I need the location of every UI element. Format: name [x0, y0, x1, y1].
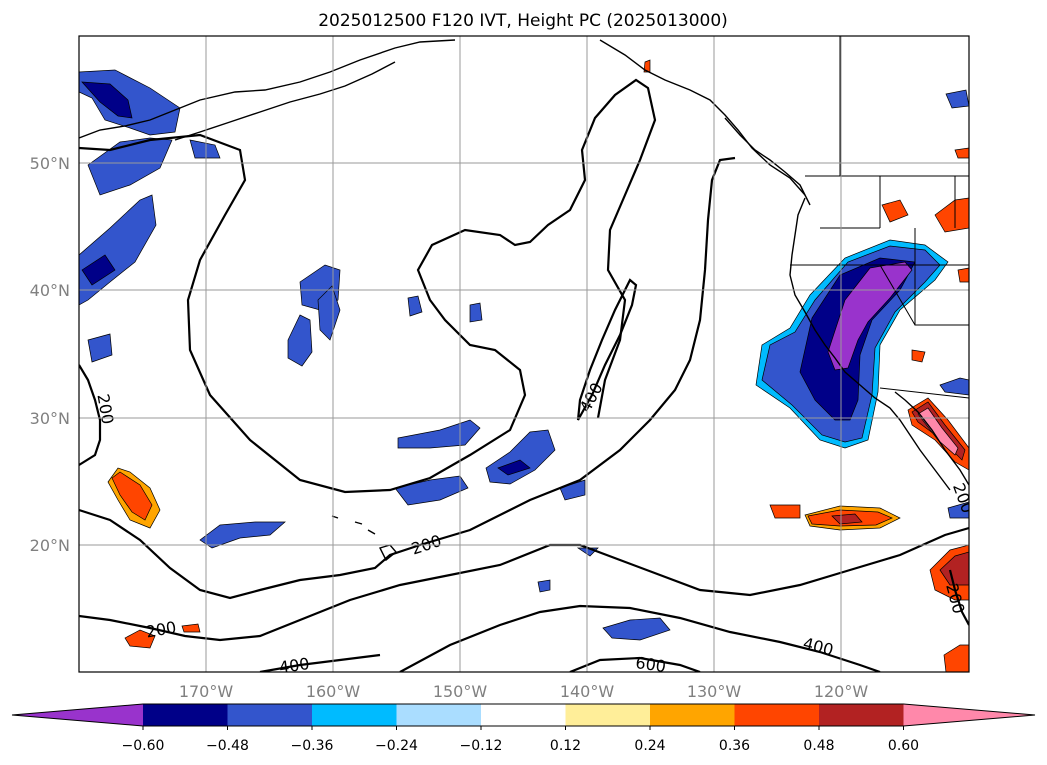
contour-line — [569, 656, 701, 672]
x-tick-label: 120°W — [814, 682, 869, 701]
ivt-blob — [87, 137, 173, 196]
colorbar-extend-max — [903, 704, 1035, 726]
bc-coast — [724, 117, 811, 206]
contour-line — [79, 526, 969, 642]
colorbar-tick-label: 0.60 — [888, 738, 919, 754]
ivt-blob — [87, 333, 113, 363]
ivt-blob — [934, 197, 969, 233]
gulf-coast — [599, 39, 806, 196]
x-tick-label: 170°W — [179, 682, 234, 701]
contour-line — [576, 278, 638, 421]
x-tick-labels: 170°W 160°W 150°W 140°W 130°W 120°W — [179, 682, 869, 701]
colorbar-tick-label: 0.36 — [719, 738, 750, 754]
contour-line — [79, 78, 657, 494]
ivt-blob — [81, 81, 133, 119]
contour-label: 600 — [634, 653, 667, 676]
colorbar-segment — [565, 704, 651, 726]
y-tick-label: 50°N — [30, 154, 70, 173]
ivt-blob — [469, 302, 483, 323]
ivt-blob — [189, 139, 221, 159]
colorbar-extend-min — [12, 704, 143, 726]
colorbar-tick-label: −0.48 — [206, 738, 249, 754]
colorbar-segment — [734, 704, 820, 726]
us-west-coast — [789, 197, 951, 491]
y-tick-labels: 20°N 30°N 40°N 50°N — [30, 154, 70, 555]
aleutian-chain — [174, 61, 396, 141]
y-tick-label: 30°N — [30, 409, 70, 428]
colorbar: −0.60 −0.48 −0.36 −0.24 −0.12 0.12 0.24 0.36 0.4… — [11, 703, 1036, 754]
ivt-blob — [81, 254, 116, 286]
ivt-blob — [881, 199, 909, 223]
colorbar-tick-label: 0.12 — [550, 738, 581, 754]
contour-line — [79, 156, 736, 600]
alaska-coast — [79, 39, 456, 139]
gridlines — [79, 36, 969, 672]
colorbar-tick-label: −0.60 — [122, 738, 165, 754]
ivt-shading — [79, 59, 969, 672]
ivt-blob — [945, 89, 969, 109]
colorbar-tick-label: −0.36 — [291, 738, 334, 754]
ivt-blob — [111, 471, 153, 521]
colorbar-tick-label: 0.48 — [803, 738, 834, 754]
x-tick-label: 130°W — [687, 682, 742, 701]
y-tick-label: 40°N — [30, 281, 70, 300]
y-tick-label: 20°N — [30, 536, 70, 555]
ivt-blob — [947, 501, 969, 519]
state-borders — [790, 36, 969, 326]
ivt-blob — [317, 285, 341, 341]
ivt-blob — [602, 617, 671, 641]
ivt-blob — [943, 644, 969, 672]
contour-line — [79, 364, 102, 466]
colorbar-segment — [650, 704, 735, 726]
ivt-blob — [124, 629, 156, 649]
ivt-blob — [181, 623, 201, 633]
ivt-blob — [939, 551, 969, 586]
ivt-blob — [827, 261, 913, 371]
ivt-blob — [394, 475, 469, 506]
ivt-blob — [769, 504, 801, 519]
contour-line — [948, 569, 969, 626]
chart-title: 2025012500 F120 IVT, Height PC (20250130… — [318, 11, 728, 31]
ivt-blob — [199, 521, 286, 549]
height-contours — [79, 78, 969, 672]
x-tick-label: 140°W — [560, 682, 615, 701]
contour-label: 400 — [278, 654, 311, 677]
contour-line — [259, 653, 381, 672]
x-tick-label: 150°W — [433, 682, 488, 701]
ivt-blob — [954, 147, 969, 159]
ivt-blob — [559, 479, 586, 501]
colorbar-tick-label: −0.12 — [460, 738, 503, 754]
colorbar-segment — [227, 704, 313, 726]
hawaii-islands — [331, 515, 398, 562]
colorbar-segment — [819, 704, 904, 726]
map-area: 200 200 200 200 200 400 400 400 600 — [78, 35, 970, 677]
mx-border — [879, 387, 969, 399]
x-tick-label: 160°W — [306, 682, 361, 701]
ivt-blob — [957, 267, 969, 283]
map-frame — [78, 35, 970, 673]
colorbar-tick-label: −0.24 — [375, 738, 418, 754]
colorbar-segment — [143, 704, 228, 726]
colorbar-segment — [396, 704, 482, 726]
ivt-blob — [497, 459, 531, 476]
ivt-blob — [831, 513, 863, 525]
contour-line — [399, 604, 881, 672]
colorbar-segment — [312, 704, 397, 726]
coastlines — [79, 36, 969, 562]
ivt-blob — [287, 314, 313, 367]
ivt-blob — [407, 295, 423, 317]
colorbar-segment — [481, 704, 566, 726]
baja-coast — [894, 391, 969, 486]
ivt-blob — [537, 579, 551, 593]
ivt-blob — [911, 349, 926, 363]
colorbar-tick-label: 0.24 — [634, 738, 665, 754]
ivt-blob — [939, 377, 969, 396]
